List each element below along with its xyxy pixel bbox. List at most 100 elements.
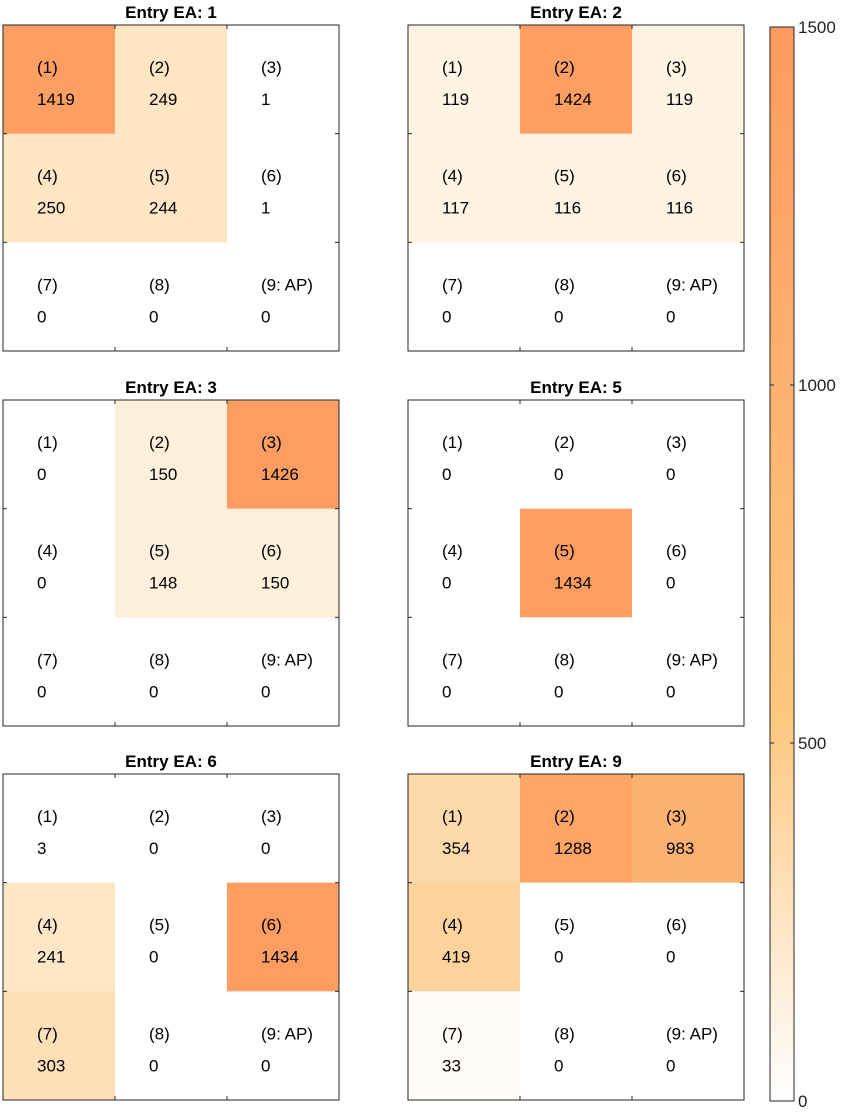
cell-value: 0 (37, 682, 46, 701)
cell-value: 354 (442, 839, 470, 858)
heatmap-cell (520, 400, 633, 510)
cell-label: (9: AP) (666, 650, 718, 669)
panel-title: Entry EA: 3 (125, 378, 217, 397)
heatmap-cell (3, 882, 116, 992)
panel-5: Entry EA: 6 (1) 3 (2) 0 (3) 0 (4) 241 (5) 0 (6) 1434… (2, 752, 340, 1101)
cell-label: (7) (442, 275, 463, 294)
heatmap-cell (115, 991, 228, 1101)
cell-value: 0 (149, 1056, 158, 1075)
cell-value: 0 (554, 682, 563, 701)
heatmap-cell (115, 882, 228, 992)
cell-label: (4) (37, 916, 58, 935)
heatmap-cell (408, 774, 521, 884)
colorbar-tick-label: 500 (798, 734, 826, 753)
cell-value: 1419 (37, 90, 75, 109)
cell-value: 0 (149, 307, 158, 326)
cell-label: (4) (442, 916, 463, 935)
cell-label: (3) (261, 807, 282, 826)
heatmap-cell (115, 242, 228, 352)
cell-value: 1 (261, 199, 270, 218)
cell-value: 148 (149, 574, 177, 593)
cell-value: 0 (554, 307, 563, 326)
cell-label: (2) (149, 807, 170, 826)
cell-value: 1288 (554, 839, 592, 858)
cell-label: (7) (442, 650, 463, 669)
cell-label: (3) (261, 58, 282, 77)
panel-frame (2, 773, 340, 1101)
heatmap-cell (227, 774, 340, 884)
cell-label: (4) (442, 167, 463, 186)
heatmap-cell (115, 617, 228, 727)
heatmap-cell (227, 133, 340, 243)
cell-value: 244 (149, 199, 177, 218)
heatmap-cell (227, 25, 340, 135)
cell-value: 0 (666, 682, 675, 701)
cell-value: 0 (442, 465, 451, 484)
cell-label: (2) (149, 58, 170, 77)
cell-value: 1424 (554, 90, 592, 109)
cell-label: (7) (37, 1024, 58, 1043)
colorbar-tick-label: 1500 (798, 18, 836, 37)
cell-label: (1) (442, 58, 463, 77)
cell-label: (9: AP) (261, 275, 313, 294)
heatmap-cell (520, 991, 633, 1101)
heatmap-cell (632, 617, 745, 727)
heatmap-cell (3, 508, 116, 618)
colorbar-tick-label: 1000 (798, 376, 836, 395)
cell-value: 419 (442, 948, 470, 967)
heatmap-cell (632, 508, 745, 618)
heatmap-cell (3, 617, 116, 727)
heatmap-cell (115, 774, 228, 884)
heatmap-cell (408, 400, 521, 510)
cell-value: 150 (149, 465, 177, 484)
cell-value: 33 (442, 1056, 461, 1075)
cell-label: (8) (149, 275, 170, 294)
heatmap-cell (115, 133, 228, 243)
cell-label: (8) (554, 650, 575, 669)
cell-label: (9: AP) (666, 1024, 718, 1043)
heatmap-cell (3, 242, 116, 352)
cell-label: (1) (37, 58, 58, 77)
cell-label: (3) (261, 433, 282, 452)
heatmap-cell (520, 133, 633, 243)
heatmap-cell (227, 400, 340, 510)
cell-value: 0 (666, 948, 675, 967)
heatmap-cell (3, 774, 116, 884)
cell-label: (7) (37, 650, 58, 669)
heatmap-cell (227, 617, 340, 727)
heatmap-cell (632, 991, 745, 1101)
cell-value: 3 (37, 839, 46, 858)
cell-value: 1434 (261, 948, 299, 967)
cell-label: (1) (442, 807, 463, 826)
cell-label: (5) (149, 542, 170, 561)
heatmap-cell (632, 400, 745, 510)
cell-label: (6) (666, 916, 687, 935)
cell-value: 1 (261, 90, 270, 109)
cell-value: 0 (149, 682, 158, 701)
cell-label: (2) (554, 807, 575, 826)
cell-value: 0 (37, 307, 46, 326)
cell-value: 119 (666, 90, 693, 109)
panel-frame (407, 399, 745, 727)
cell-value: 250 (37, 199, 65, 218)
cell-label: (8) (554, 1024, 575, 1043)
cell-value: 0 (666, 574, 675, 593)
heatmap-panels: Entry EA: 1(1)1419(2)249(3)1(4)250(5)244… (2, 3, 745, 1101)
heatmap-cell (3, 133, 116, 243)
cell-value: 116 (666, 199, 693, 218)
cell-label: (3) (666, 58, 687, 77)
cell-value: 119 (442, 90, 469, 109)
cell-label: (2) (554, 433, 575, 452)
cell-value: 116 (554, 199, 581, 218)
cell-value: 0 (149, 839, 158, 858)
heatmap-cell (408, 133, 521, 243)
heatmap-cell (520, 242, 633, 352)
cell-value: 0 (442, 307, 451, 326)
panel-frame (407, 24, 745, 352)
panel-2: Entry EA: 2 (1) 119 (2) 1424 (3) 119 (4) 117 (5) 1… (407, 3, 745, 352)
panel-title: Entry EA: 6 (125, 752, 217, 771)
cell-label: (1) (37, 433, 58, 452)
heatmap-cell (227, 242, 340, 352)
heatmap-cell (520, 508, 633, 618)
colorbar-tick-label: 0 (798, 1092, 807, 1111)
